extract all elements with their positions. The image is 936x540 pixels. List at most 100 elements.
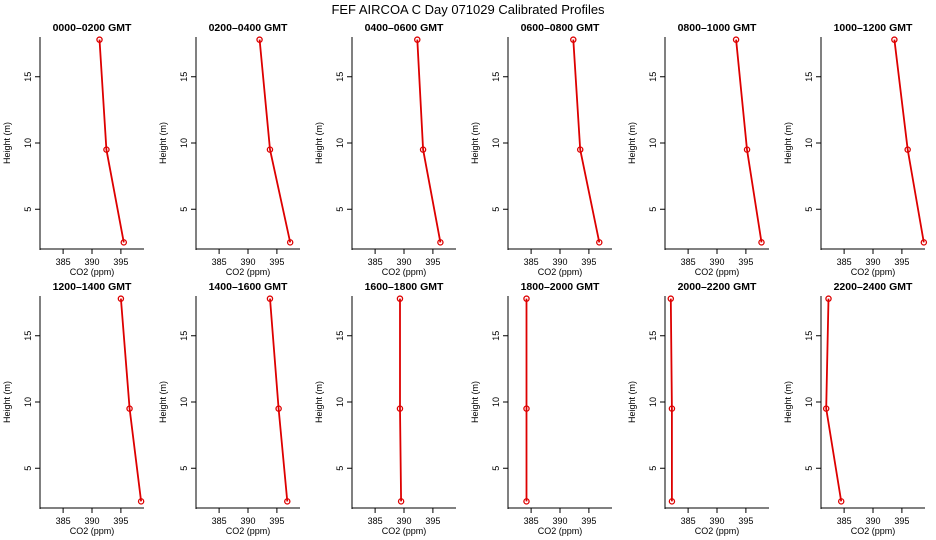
y-tick-label: 10 bbox=[335, 397, 345, 407]
chart-panel: 0200–0400 GMT 385 390 395 5 10 15 CO2 (ppm) Heig… bbox=[158, 22, 300, 277]
data-point bbox=[822, 405, 830, 412]
x-axis-label: CO2 (ppm) bbox=[695, 267, 740, 277]
x-axis-label: CO2 (ppm) bbox=[226, 526, 271, 536]
chart-panel: 1200–1400 GMT 385 390 395 5 10 15 CO2 (ppm) Heig… bbox=[2, 281, 145, 536]
x-tick-label: 385 bbox=[368, 516, 383, 526]
x-tick-label: 395 bbox=[425, 516, 440, 526]
x-tick-label: 390 bbox=[865, 516, 880, 526]
profile-line bbox=[258, 39, 292, 243]
x-tick-label: 395 bbox=[425, 257, 440, 267]
panel-title: 0600–0800 GMT bbox=[521, 22, 600, 34]
panel-title: 0800–1000 GMT bbox=[678, 22, 757, 34]
x-tick-label: 395 bbox=[894, 516, 909, 526]
x-tick-label: 390 bbox=[240, 516, 255, 526]
y-axis-label: Height (m) bbox=[627, 381, 637, 423]
panel-title: 1800–2000 GMT bbox=[521, 281, 600, 293]
x-axis-label: CO2 (ppm) bbox=[851, 526, 896, 536]
y-axis-label: Height (m) bbox=[470, 381, 480, 423]
y-tick-label: 10 bbox=[23, 397, 33, 407]
y-tick-label: 15 bbox=[23, 72, 33, 82]
y-tick-label: 10 bbox=[23, 138, 33, 148]
x-tick-label: 395 bbox=[581, 257, 596, 267]
y-tick-label: 10 bbox=[648, 138, 658, 148]
y-tick-label: 5 bbox=[335, 466, 345, 471]
x-tick-label: 395 bbox=[581, 516, 596, 526]
y-tick-label: 5 bbox=[23, 466, 33, 471]
panel-title: 0200–0400 GMT bbox=[209, 22, 288, 34]
data-point bbox=[286, 239, 294, 246]
data-point bbox=[837, 498, 845, 505]
profile-line bbox=[735, 39, 763, 243]
data-point bbox=[117, 295, 125, 302]
y-tick-label: 5 bbox=[335, 207, 345, 212]
data-point bbox=[732, 36, 740, 43]
chart-panel: 1400–1600 GMT 385 390 395 5 10 15 CO2 (ppm) Heig… bbox=[158, 281, 300, 536]
data-point bbox=[414, 36, 421, 43]
chart-panel: 0600–0800 GMT 385 390 395 5 10 15 CO2 (ppm) Heig… bbox=[470, 22, 612, 277]
chart-panel: 1800–2000 GMT 385 390 395 5 10 15 CO2 (ppm) Heig… bbox=[470, 281, 612, 536]
y-axis-label: Height (m) bbox=[158, 122, 168, 164]
y-tick-label: 15 bbox=[335, 331, 345, 341]
x-tick-label: 390 bbox=[396, 516, 411, 526]
data-point bbox=[256, 36, 263, 43]
figure-title: FEF AIRCOA C Day 071029 Calibrated Profi… bbox=[331, 2, 605, 17]
profile-line bbox=[572, 39, 601, 243]
chart-panel: 0800–1000 GMT 385 390 395 5 10 15 CO2 (ppm) Heig… bbox=[627, 22, 769, 277]
y-tick-label: 10 bbox=[335, 138, 345, 148]
profile-line bbox=[416, 39, 442, 243]
panel-title: 2000–2200 GMT bbox=[678, 281, 757, 293]
panels-grid: 0000–0200 GMT 385 390 395 5 10 15 CO2 (ppm) Heig… bbox=[2, 22, 928, 536]
data-point bbox=[103, 146, 110, 153]
chart-panel: 2000–2200 GMT 385 390 395 5 10 15 CO2 (ppm) Heig… bbox=[627, 281, 769, 536]
panel-title: 1000–1200 GMT bbox=[834, 22, 913, 34]
data-point bbox=[126, 405, 133, 412]
y-tick-label: 5 bbox=[648, 466, 658, 471]
x-tick-label: 385 bbox=[524, 516, 539, 526]
y-axis-label: Height (m) bbox=[2, 381, 12, 423]
chart-panel: 1000–1200 GMT 385 390 395 5 10 15 CO2 (ppm) Heig… bbox=[783, 22, 928, 277]
y-tick-label: 5 bbox=[804, 207, 814, 212]
x-tick-label: 395 bbox=[269, 516, 284, 526]
y-tick-label: 15 bbox=[491, 72, 501, 82]
x-tick-label: 385 bbox=[212, 516, 227, 526]
panel-title: 1400–1600 GMT bbox=[209, 281, 288, 293]
data-point bbox=[266, 295, 274, 302]
y-axis-label: Height (m) bbox=[2, 122, 12, 164]
x-tick-label: 385 bbox=[212, 257, 227, 267]
x-tick-label: 395 bbox=[113, 257, 128, 267]
y-tick-label: 10 bbox=[491, 138, 501, 148]
data-point bbox=[570, 36, 577, 43]
x-tick-label: 390 bbox=[709, 257, 724, 267]
y-tick-label: 10 bbox=[648, 397, 658, 407]
x-axis-label: CO2 (ppm) bbox=[70, 526, 115, 536]
panel-title: 1600–1800 GMT bbox=[365, 281, 444, 293]
profile-line bbox=[669, 298, 673, 502]
panel-title: 0400–0600 GMT bbox=[365, 22, 444, 34]
data-point bbox=[96, 36, 103, 43]
x-axis-label: CO2 (ppm) bbox=[538, 526, 583, 536]
profile-line bbox=[825, 298, 843, 502]
y-tick-label: 5 bbox=[179, 466, 189, 471]
y-tick-label: 5 bbox=[179, 207, 189, 212]
x-tick-label: 390 bbox=[84, 516, 99, 526]
y-tick-label: 5 bbox=[491, 466, 501, 471]
x-tick-label: 385 bbox=[524, 257, 539, 267]
chart-panel: 0000–0200 GMT 385 390 395 5 10 15 CO2 (ppm) Heig… bbox=[2, 22, 144, 277]
x-tick-label: 395 bbox=[738, 257, 753, 267]
y-tick-label: 5 bbox=[491, 207, 501, 212]
data-point bbox=[120, 239, 128, 246]
data-point bbox=[284, 498, 291, 505]
x-tick-label: 385 bbox=[837, 257, 852, 267]
y-axis-label: Height (m) bbox=[783, 122, 793, 164]
y-tick-label: 5 bbox=[648, 207, 658, 212]
x-axis-label: CO2 (ppm) bbox=[226, 267, 271, 277]
y-tick-label: 15 bbox=[23, 331, 33, 341]
y-tick-label: 15 bbox=[648, 72, 658, 82]
x-tick-label: 390 bbox=[552, 257, 567, 267]
data-point bbox=[904, 146, 911, 153]
y-tick-label: 10 bbox=[179, 397, 189, 407]
data-point bbox=[758, 239, 765, 246]
data-point bbox=[396, 295, 404, 302]
x-tick-label: 390 bbox=[709, 516, 724, 526]
y-tick-label: 15 bbox=[491, 331, 501, 341]
